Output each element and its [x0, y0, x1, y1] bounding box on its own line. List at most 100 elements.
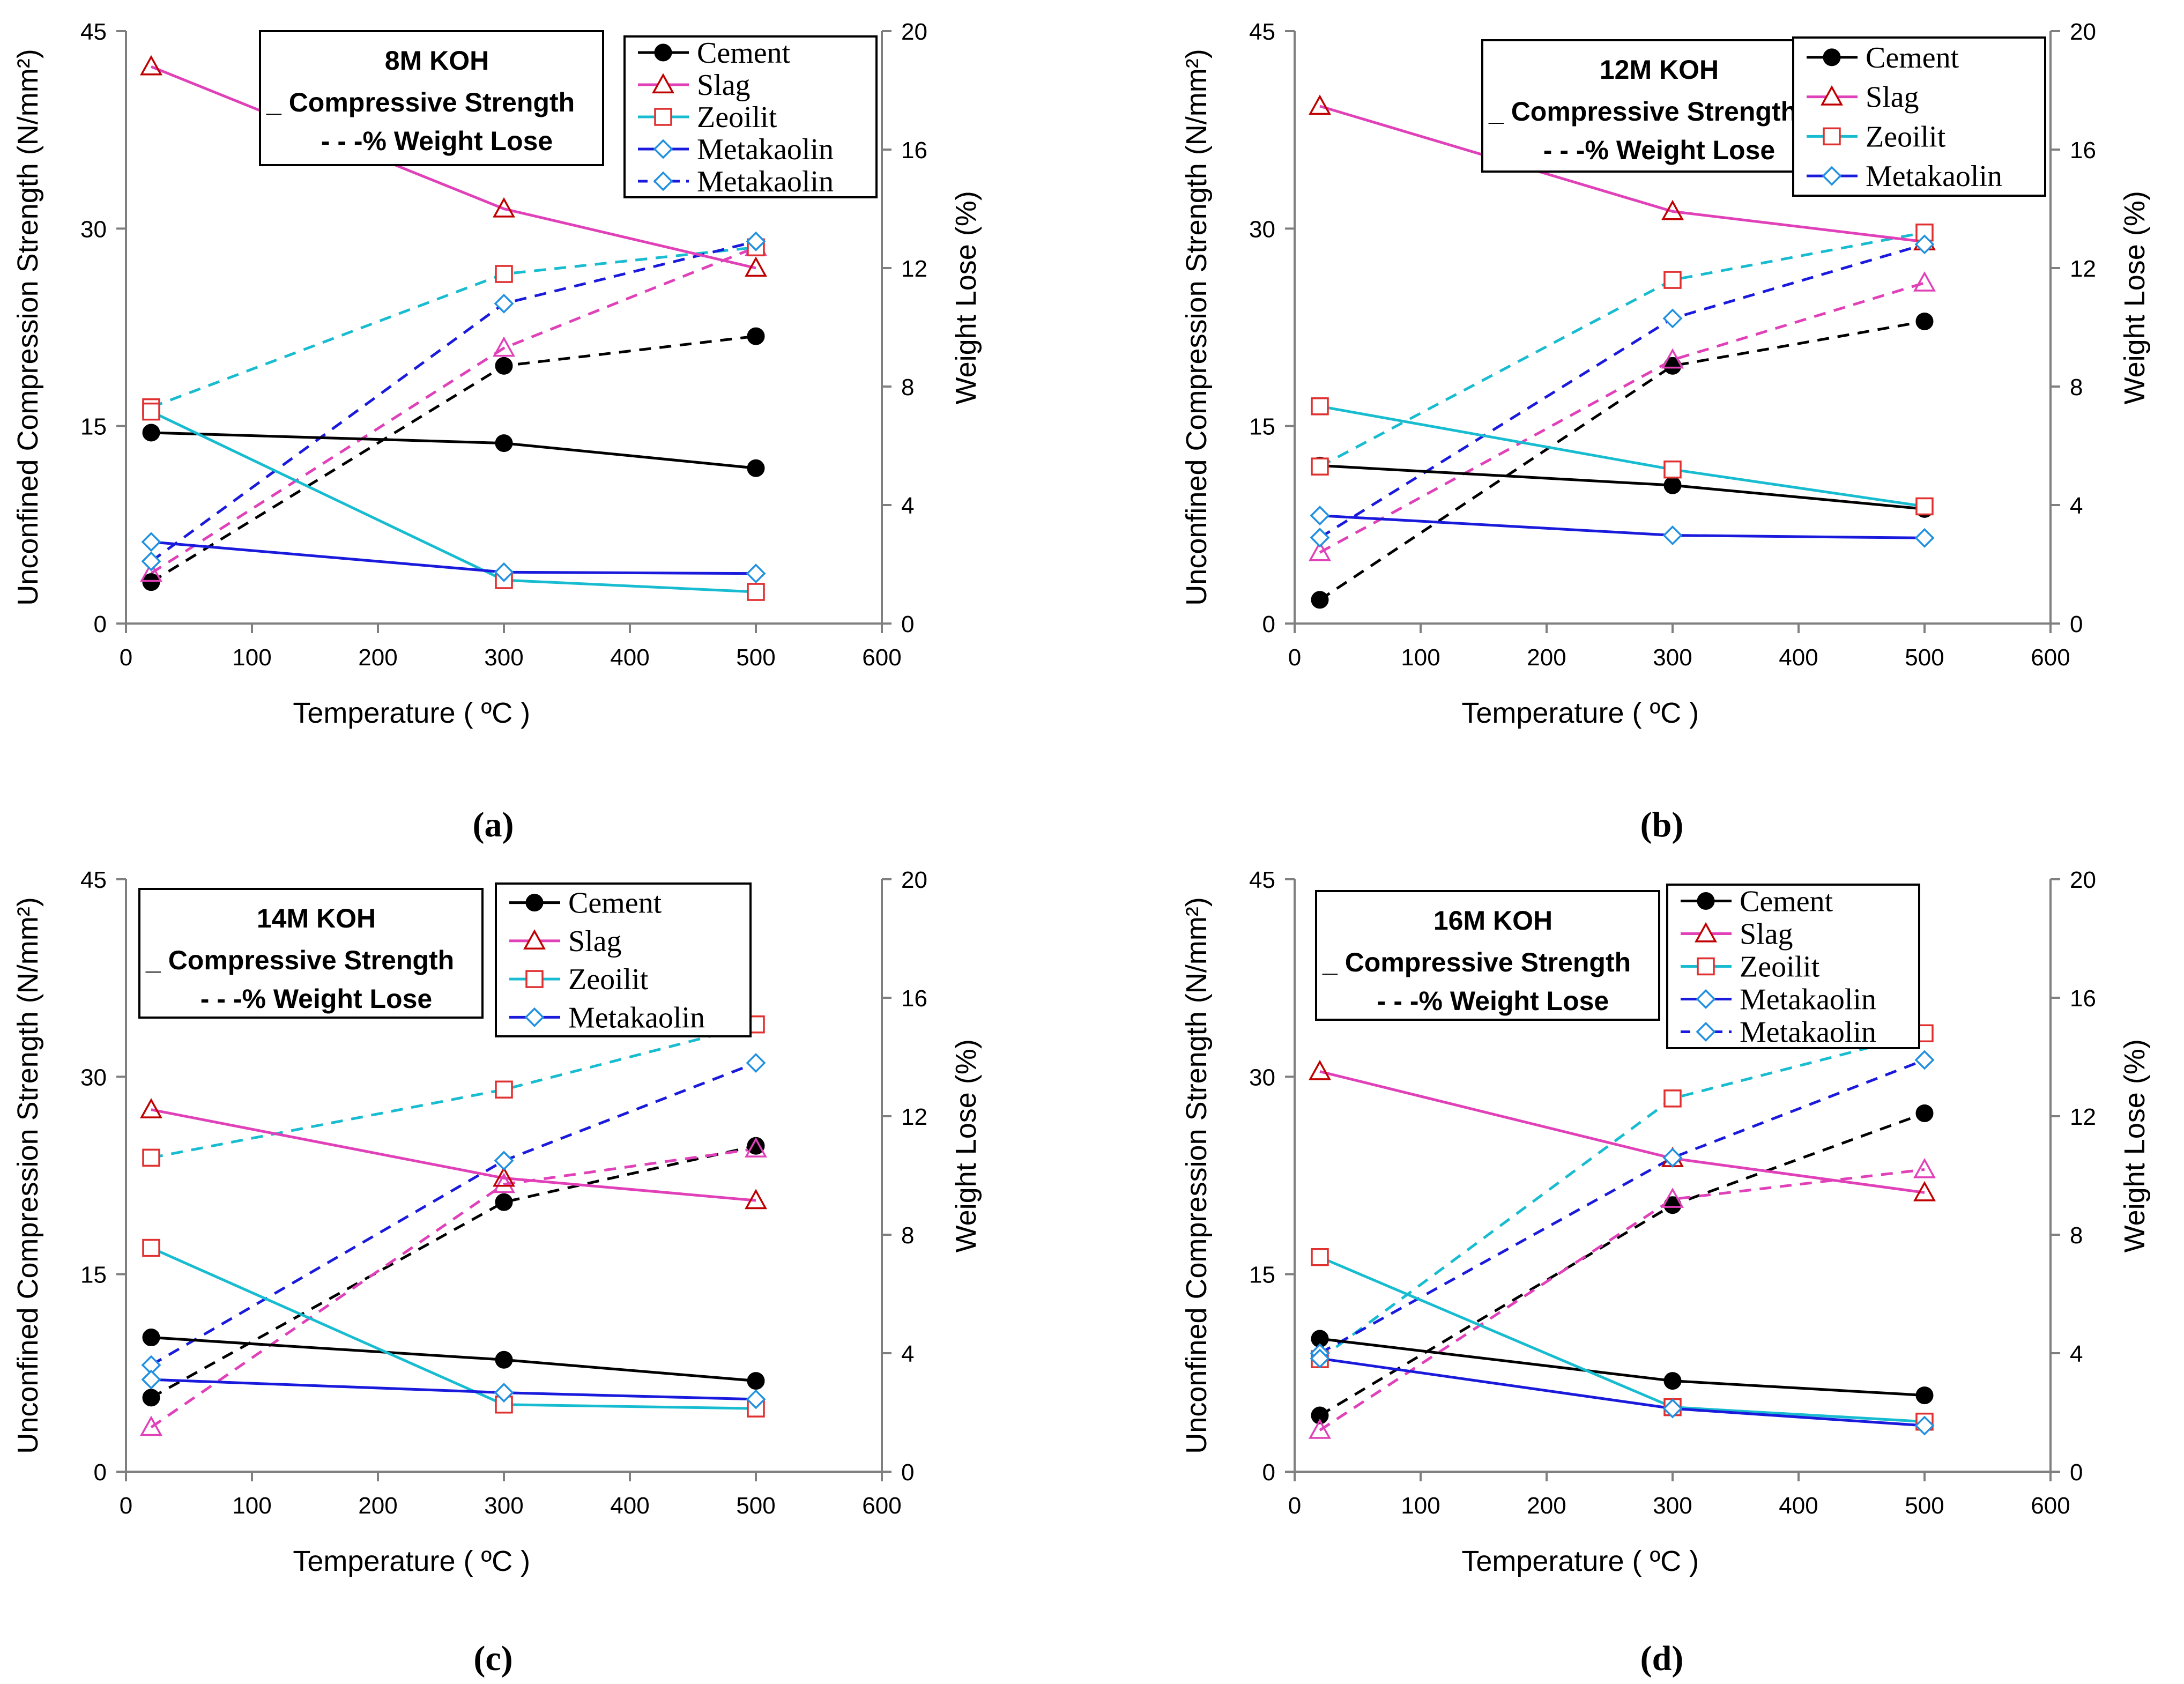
- legend-marker: [1823, 127, 1841, 146]
- y2-tick-label: 12: [2070, 1104, 2096, 1130]
- weight-loss-line-slag: [1319, 281, 1925, 554]
- title-strength: _ Compressive Strength: [266, 87, 575, 117]
- y2-tick-label: 0: [901, 611, 914, 637]
- y-tick-label: 15: [1249, 1262, 1275, 1288]
- y2-tick-label: 8: [901, 1222, 914, 1249]
- legend-label: Slag: [568, 925, 622, 958]
- strength-point-slag: [1309, 94, 1331, 115]
- title-weight: - - -% Weight Lose: [1543, 135, 1775, 165]
- strength-point-slag: [1309, 1059, 1331, 1080]
- x-tick-label: 600: [862, 1493, 901, 1519]
- y2-axis-title: Weight Lose (%): [950, 1039, 982, 1252]
- strength-line-cement: [151, 431, 756, 470]
- panel-caption: (c): [473, 1639, 512, 1678]
- y2-tick-label: 20: [901, 867, 927, 893]
- strength-point-metakaolin: [494, 562, 514, 582]
- legend-label: Metakaolin: [568, 1001, 705, 1034]
- y-tick-label: 30: [1249, 1064, 1275, 1090]
- strength-line-slag: [151, 1108, 756, 1202]
- y2-tick-label: 20: [2070, 19, 2096, 45]
- y2-tick-label: 0: [2070, 611, 2083, 637]
- strength-point-zeoilit: [1663, 460, 1682, 479]
- legend-marker: [654, 43, 672, 62]
- weight-loss-line-metakaolin: [150, 240, 756, 562]
- y2-tick-label: 16: [901, 985, 927, 1012]
- weight-loss-point-metakaolin: [1310, 528, 1330, 548]
- weight-loss-point-slag: [1309, 540, 1331, 561]
- y2-axis-title: Weight Lose (%): [950, 191, 982, 404]
- strength-point-slag: [140, 1098, 162, 1118]
- weight-loss-point-slag: [745, 1137, 767, 1158]
- strength-point-metakaolin: [1662, 525, 1683, 545]
- x-tick-label: 500: [1905, 644, 1944, 671]
- weight-loss-point-metakaolin: [1914, 1050, 1935, 1070]
- x-tick-label: 400: [1779, 644, 1818, 671]
- y-axis-title: Unconfined Compression Strength (N/mm²): [12, 49, 44, 605]
- strength-point-metakaolin: [494, 1383, 514, 1403]
- strength-point-cement: [1915, 1386, 1934, 1405]
- strength-line-zeoilit: [1319, 405, 1925, 508]
- y2-axis-title: Weight Lose (%): [2119, 191, 2151, 404]
- title-box: [1481, 39, 1826, 173]
- y2-tick-label: 12: [2070, 256, 2096, 282]
- x-tick-label: 300: [484, 644, 523, 671]
- y2-tick-label: 8: [2070, 374, 2083, 400]
- title-weight: - - -% Weight Lose: [321, 126, 553, 156]
- legend-label: Cement: [1866, 41, 1959, 75]
- weight-loss-point-zeoilit: [1311, 457, 1329, 476]
- x-tick-label: 100: [232, 1493, 271, 1519]
- legend-label: Slag: [1866, 81, 1919, 114]
- weight-loss-point-cement: [495, 357, 513, 375]
- chart-panel-c: 0 100 200 300 400 500 6000153045048121620Tempe…: [12, 867, 982, 1678]
- weight-loss-point-zeoilit: [1663, 271, 1682, 289]
- y-axis-title: Unconfined Compression Strength (N/mm²): [1180, 897, 1213, 1453]
- y2-tick-label: 12: [901, 1104, 927, 1130]
- weight-loss-point-slag: [493, 336, 515, 357]
- weight-loss-point-slag: [140, 561, 162, 582]
- chart-panel-b: 0 100 200 300 400 500 6000153045048121620Tempe…: [1180, 19, 2151, 844]
- y-tick-label: 0: [94, 1459, 107, 1486]
- weight-loss-point-cement: [142, 1389, 160, 1407]
- weight-loss-line-metakaolin: [150, 1062, 756, 1367]
- legend-marker: [523, 929, 546, 950]
- y-tick-label: 30: [80, 216, 107, 242]
- legend-marker: [1821, 85, 1843, 106]
- x-tick-label: 500: [736, 644, 775, 671]
- strength-point-slag: [745, 256, 767, 277]
- y-tick-label: 0: [1262, 611, 1275, 637]
- weight-loss-line-slag: [150, 246, 756, 575]
- legend-label: Metakaolin: [697, 133, 834, 166]
- y2-tick-label: 4: [901, 1341, 914, 1367]
- strength-point-slag: [493, 1166, 515, 1187]
- strength-line-slag: [1319, 1070, 1925, 1194]
- strength-point-cement: [142, 424, 160, 442]
- x-tick-label: 100: [232, 644, 271, 671]
- y-tick-label: 45: [1249, 19, 1275, 45]
- x-tick-label: 400: [1779, 1493, 1818, 1519]
- strength-point-cement: [495, 434, 513, 452]
- chart-panel-d: 0 100 200 300 400 500 6000153045048121620Tempe…: [1180, 867, 2151, 1678]
- legend-marker: [525, 894, 544, 912]
- weight-loss-line-cement: [150, 1144, 756, 1399]
- y2-tick-label: 4: [2070, 1341, 2083, 1367]
- legend-marker: [1697, 957, 1715, 976]
- strength-point-metakaolin: [141, 1369, 161, 1390]
- x-tick-label: 600: [862, 644, 901, 671]
- strength-point-cement: [1663, 476, 1682, 494]
- x-tick-label: 300: [1653, 644, 1692, 671]
- title-box: [1315, 890, 1660, 1021]
- weight-loss-point-metakaolin: [1914, 234, 1935, 255]
- x-tick-label: 200: [1527, 644, 1566, 671]
- legend-label: Metakaolin: [1740, 983, 1876, 1017]
- legend-marker: [1696, 1022, 1716, 1042]
- y2-tick-label: 8: [901, 374, 914, 400]
- weight-loss-point-cement: [1915, 1104, 1934, 1122]
- strength-point-metakaolin: [1662, 1398, 1683, 1419]
- strength-point-slag: [1661, 199, 1684, 220]
- y2-tick-label: 0: [2070, 1459, 2083, 1486]
- weight-loss-point-slag: [140, 1415, 162, 1436]
- y-tick-label: 15: [80, 414, 107, 440]
- legend-label: Slag: [697, 69, 751, 102]
- x-tick-label: 0: [120, 1493, 132, 1519]
- title-weight: - - -% Weight Lose: [1377, 986, 1609, 1016]
